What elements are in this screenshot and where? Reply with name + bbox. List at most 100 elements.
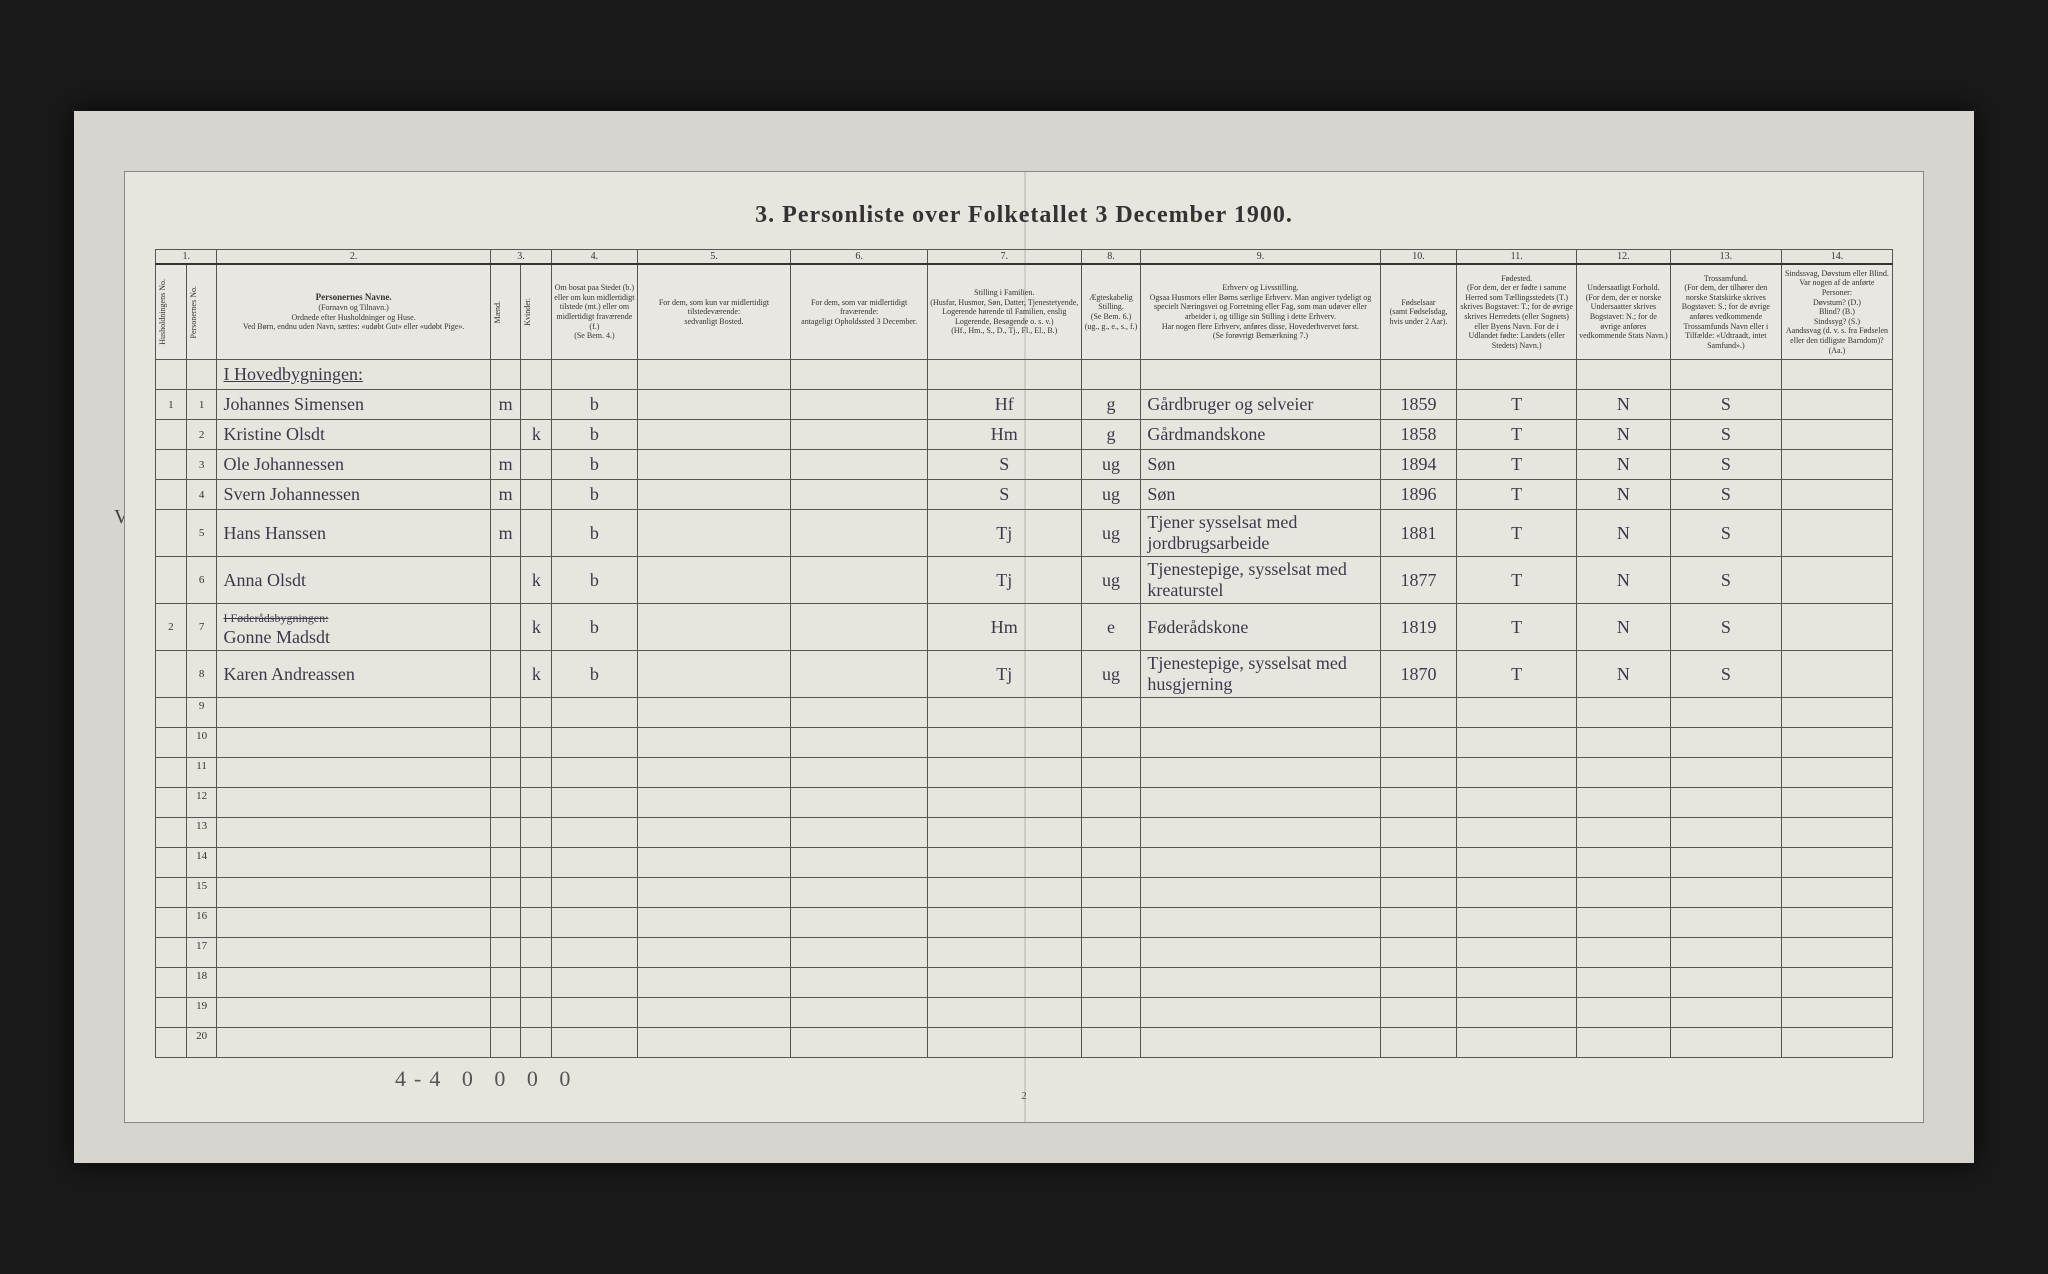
col-number: 7. (927, 249, 1081, 264)
table-cell: S (927, 450, 1081, 480)
table-cell (156, 818, 187, 848)
table-cell (1670, 758, 1781, 788)
table-cell (1141, 998, 1380, 1028)
table-cell (1081, 788, 1141, 818)
table-cell: 1894 (1380, 450, 1457, 480)
table-cell: 5 (186, 510, 217, 557)
table-cell (1576, 698, 1670, 728)
table-cell: 15 (186, 878, 217, 908)
table-cell: N (1576, 651, 1670, 698)
table-cell (156, 450, 187, 480)
table-cell (791, 698, 928, 728)
table-cell (1670, 968, 1781, 998)
table-cell (156, 698, 187, 728)
table-cell: e (1081, 604, 1141, 651)
table-cell: Ole Johannessen (217, 450, 490, 480)
table-cell: 1819 (1380, 604, 1457, 651)
table-cell (490, 698, 521, 728)
table-cell (791, 510, 928, 557)
table-cell: Tjenestepige, sysselsat med kreaturstel (1141, 557, 1380, 604)
table-cell (156, 360, 187, 390)
table-row: 11Johannes SimensenmbHfgGårdbruger og se… (156, 390, 1893, 420)
table-cell (1081, 818, 1141, 848)
col-number: 9. (1141, 249, 1380, 264)
table-cell (1141, 908, 1380, 938)
table-cell (1576, 908, 1670, 938)
table-cell (1781, 788, 1892, 818)
table-cell (1781, 818, 1892, 848)
table-cell (1380, 938, 1457, 968)
table-cell (217, 908, 490, 938)
table-cell (552, 938, 637, 968)
col-number: 12. (1576, 249, 1670, 264)
table-cell (490, 758, 521, 788)
table-cell (791, 480, 928, 510)
table-cell (186, 360, 217, 390)
table-cell (552, 758, 637, 788)
table-cell (1081, 968, 1141, 998)
table-cell (791, 604, 928, 651)
table-cell (1576, 968, 1670, 998)
table-cell (1380, 728, 1457, 758)
table-cell: T (1457, 420, 1577, 450)
table-cell (217, 998, 490, 1028)
table-cell (1081, 728, 1141, 758)
table-cell: 1 (186, 390, 217, 420)
table-cell (637, 510, 791, 557)
table-cell: ug (1081, 450, 1141, 480)
table-cell (1781, 728, 1892, 758)
table-cell (490, 848, 521, 878)
table-cell: N (1576, 390, 1670, 420)
table-cell (637, 998, 791, 1028)
table-row-empty: 20 (156, 1028, 1893, 1058)
table-cell (637, 604, 791, 651)
table-cell (521, 848, 552, 878)
table-cell (1576, 360, 1670, 390)
table-cell (217, 698, 490, 728)
table-cell (637, 878, 791, 908)
table-cell (521, 728, 552, 758)
table-cell (521, 878, 552, 908)
col-number: 6. (791, 249, 928, 264)
table-cell (521, 450, 552, 480)
table-cell: 6 (186, 557, 217, 604)
table-cell (1781, 998, 1892, 1028)
table-cell: S (927, 480, 1081, 510)
table-cell: T (1457, 510, 1577, 557)
col-number: 11. (1457, 249, 1577, 264)
table-cell (1670, 938, 1781, 968)
table-cell (217, 878, 490, 908)
table-cell (1576, 1028, 1670, 1058)
table-cell: 3 (186, 450, 217, 480)
table-cell (1380, 758, 1457, 788)
table-cell: Søn (1141, 480, 1380, 510)
table-cell (1380, 698, 1457, 728)
table-cell (217, 968, 490, 998)
table-cell (1081, 360, 1141, 390)
table-cell (1781, 651, 1892, 698)
table-cell (1457, 938, 1577, 968)
col-number: 13. (1670, 249, 1781, 264)
table-row: 27I Føderådsbygningen:Gonne MadsdtkbHmeF… (156, 604, 1893, 651)
col-number: 3. (490, 249, 551, 264)
table-cell: S (1670, 604, 1781, 651)
table-cell (1576, 848, 1670, 878)
table-cell (1670, 728, 1781, 758)
table-cell (156, 998, 187, 1028)
table-cell: 7 (186, 604, 217, 651)
table-cell: Gårdbruger og selveier (1141, 390, 1380, 420)
table-cell (217, 1028, 490, 1058)
table-cell: 4 (186, 480, 217, 510)
table-cell (1380, 818, 1457, 848)
table-cell (927, 878, 1081, 908)
table-row-empty: 10 (156, 728, 1893, 758)
table-cell: Tj (927, 651, 1081, 698)
table-cell (1576, 818, 1670, 848)
table-cell: Søn (1141, 450, 1380, 480)
table-cell (1457, 998, 1577, 1028)
table-cell: I Føderådsbygningen:Gonne Madsdt (217, 604, 490, 651)
column-header: Mænd. (490, 264, 521, 360)
table-cell (521, 1028, 552, 1058)
table-cell (490, 908, 521, 938)
table-cell (156, 848, 187, 878)
